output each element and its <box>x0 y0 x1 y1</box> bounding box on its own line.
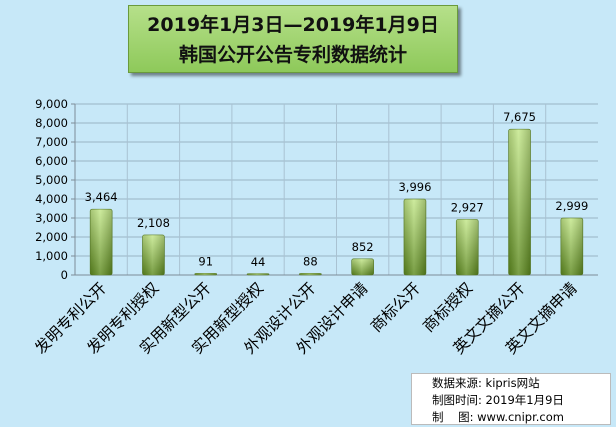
bar-shading-4 <box>299 273 322 275</box>
bar-shading-6 <box>403 199 426 275</box>
bar-shading-1 <box>142 234 165 275</box>
bar-shading-9 <box>560 218 583 275</box>
y-tick-label: 5,000 <box>35 173 68 187</box>
source-label: 数据来源: <box>432 376 482 390</box>
chart-title-line1: 2019年1月3日—2019年1月9日 <box>147 14 439 36</box>
chart-title-line2: 韩国公开公告专利数据统计 <box>178 44 407 66</box>
data-label-9: 2,999 <box>555 199 588 213</box>
bar-shading-7 <box>456 219 479 275</box>
data-label-1: 2,108 <box>137 216 170 230</box>
y-tick-label: 6,000 <box>35 154 68 168</box>
data-label-5: 852 <box>352 240 374 254</box>
data-label-6: 3,996 <box>398 180 431 194</box>
data-label-2: 91 <box>198 254 213 268</box>
source-info-box: 数据来源: kipris网站 制图时间: 2019年1月9日 制 图: www.… <box>411 373 611 425</box>
data-label-7: 2,927 <box>451 200 484 214</box>
date-value: 2019年1月9日 <box>485 393 564 407</box>
x-tick-label-6: 商标公开 <box>367 279 424 336</box>
source-line-maker: 制 图: www.cnipr.com <box>432 409 610 426</box>
bar-shading-2 <box>194 273 217 275</box>
y-tick-label: 2,000 <box>35 230 68 244</box>
y-tick-label: 7,000 <box>35 135 68 149</box>
data-labels: 3,464 2,108 91 44 88 852 3,996 2,927 7,675 2,999 <box>85 110 589 269</box>
source-line-date: 制图时间: 2019年1月9日 <box>432 392 610 409</box>
bar-shading-8 <box>508 129 531 275</box>
y-tick-label: 1,000 <box>35 249 68 263</box>
data-label-4: 88 <box>303 254 318 268</box>
data-label-0: 3,464 <box>85 190 118 204</box>
bars <box>89 128 584 276</box>
data-label-3: 44 <box>251 255 266 269</box>
y-tick-label: 8,000 <box>35 116 68 130</box>
y-tick-label: 4,000 <box>35 192 68 206</box>
source-value: kipris网站 <box>485 376 540 390</box>
date-label: 制图时间: <box>432 393 482 407</box>
y-tick-label: 9,000 <box>35 97 68 111</box>
bar-shading-5 <box>351 258 374 275</box>
bar-shading-3 <box>247 273 270 275</box>
y-tick-label: 3,000 <box>35 211 68 225</box>
chart-title-box: 2019年1月3日—2019年1月9日 韩国公开公告专利数据统计 <box>128 5 458 73</box>
source-line-data-source: 数据来源: kipris网站 <box>432 375 610 392</box>
data-label-8: 7,675 <box>503 110 536 124</box>
y-tick-label: 0 <box>61 268 68 282</box>
bar-shading-0 <box>90 209 113 275</box>
maker-label: 制 图: <box>432 410 474 424</box>
maker-value: www.cnipr.com <box>477 410 564 424</box>
tick-labels: 0 1,000 2,000 3,000 4,000 5,000 6,000 7,000 8,00… <box>31 97 580 358</box>
